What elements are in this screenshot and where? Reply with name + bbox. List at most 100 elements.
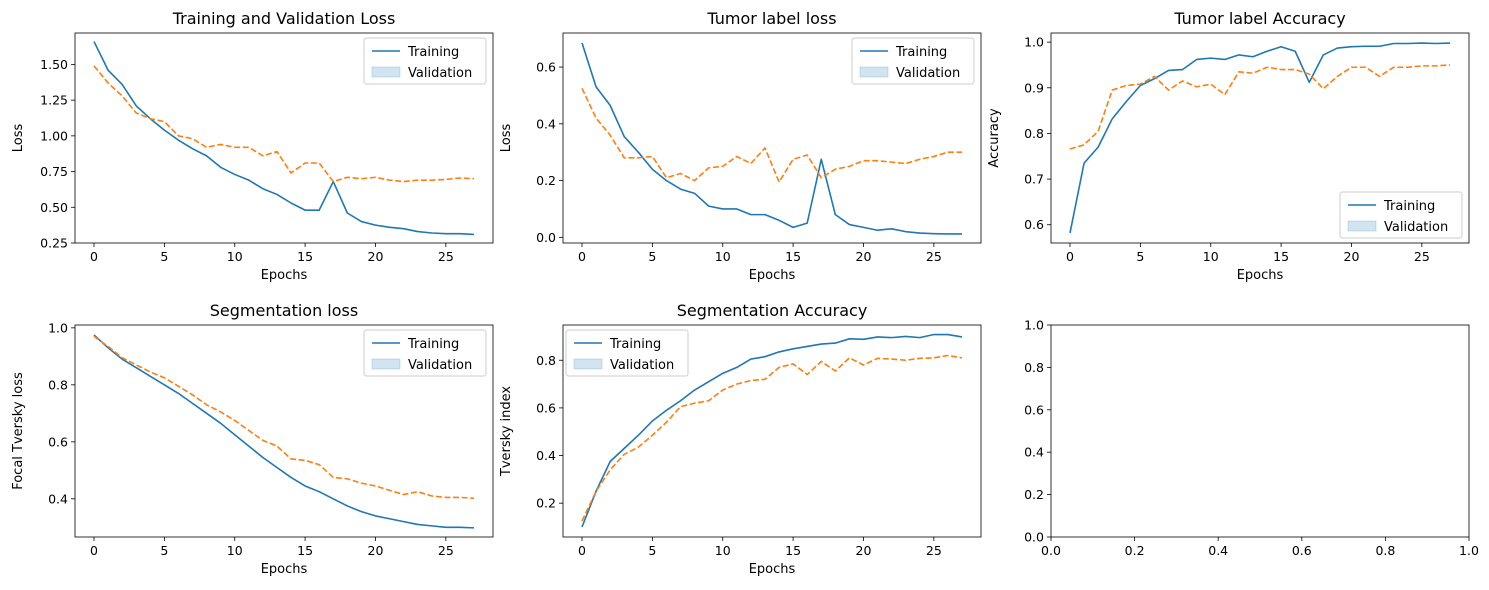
training-line (581, 333, 963, 528)
chart-panel-1: 0 5 10 15 20 25 0.25 0.50 0.75 1.00 1.25 1.50 Traini… (11, 9, 494, 283)
x-tick-label: 10 (227, 543, 243, 558)
axes-frame (74, 324, 494, 538)
y-tick-label: 0.6 (536, 60, 556, 75)
legend: Training Validation (565, 329, 689, 377)
x-tick-label: 25 (438, 543, 454, 558)
x-tick-label: 1.0 (1459, 543, 1479, 558)
axes-frame (74, 32, 494, 244)
y-tick-label: 1.0 (48, 320, 68, 335)
validation-line (581, 354, 963, 522)
x-tick-label: 25 (1414, 249, 1430, 264)
legend-training-label: Training (1383, 199, 1435, 214)
x-tick-label: 0 (578, 249, 586, 264)
legend-validation-handle (859, 66, 889, 78)
x-axis-label: Epochs (261, 268, 308, 283)
y-tick-label: 0.0 (536, 230, 556, 245)
y-tick-label: 0.2 (1024, 487, 1044, 502)
x-tick-label: 0 (578, 543, 586, 558)
y-tick-label: 0.6 (536, 400, 556, 415)
y-tick-label: 0.25 (40, 236, 68, 251)
y-tick-label: 0.8 (48, 377, 68, 392)
x-tick-label: 10 (715, 543, 731, 558)
x-tick-label: 20 (856, 543, 872, 558)
y-tick-label: 0.8 (1024, 360, 1044, 375)
legend-box (363, 329, 487, 377)
y-tick-label: 1.25 (40, 93, 68, 108)
y-tick-label: 0.4 (536, 116, 556, 131)
y-tick-label: 0.6 (1024, 402, 1044, 417)
validation-line (93, 335, 475, 500)
x-tick-label: 25 (926, 543, 942, 558)
x-tick-label: 20 (368, 249, 384, 264)
y-tick-label: 0.4 (1024, 445, 1044, 460)
chart-title: Segmentation Accuracy (677, 301, 868, 320)
y-tick-label: 1.00 (40, 128, 68, 143)
legend-training-label: Training (407, 45, 459, 60)
legend: Training Validation (363, 329, 487, 377)
legend-validation-label: Validation (610, 358, 674, 373)
x-tick-label: 5 (160, 249, 168, 264)
y-axis-label: Focal Tversky loss (11, 372, 26, 490)
x-tick-label: 0.2 (1125, 543, 1145, 558)
x-tick-label: 0.0 (1041, 543, 1061, 558)
y-tick-label: 1.0 (1024, 318, 1044, 333)
legend-validation-handle (1347, 220, 1377, 232)
axes-frame (562, 324, 982, 538)
x-tick-label: 0 (90, 543, 98, 558)
y-axis-label: Loss (11, 124, 26, 153)
x-tick-label: 20 (368, 543, 384, 558)
legend-box (363, 37, 487, 85)
legend: Training Validation (851, 37, 975, 85)
x-tick-label: 15 (785, 543, 801, 558)
legend-validation-label: Validation (408, 66, 472, 81)
y-tick-label: 0.0 (1024, 530, 1044, 545)
y-axis-label: Tversky index (499, 386, 514, 478)
x-tick-label: 15 (1273, 249, 1289, 264)
axes-frame (562, 32, 982, 244)
axes-frame (1050, 324, 1470, 538)
x-tick-label: 20 (1344, 249, 1360, 264)
legend-validation-label: Validation (408, 358, 472, 373)
y-tick-label: 0.2 (536, 173, 556, 188)
y-tick-label: 0.8 (536, 353, 556, 368)
y-tick-label: 0.9 (1024, 80, 1044, 95)
y-tick-label: 0.4 (536, 448, 556, 463)
chart-panel-6: 0.0 0.2 0.4 0.6 0.8 1.0 0.0 0.2 0.4 0.6 0.8 1.0 (1024, 318, 1479, 559)
chart-title: Tumor label loss (706, 9, 836, 28)
x-tick-label: 5 (1136, 249, 1144, 264)
x-axis-label: Epochs (749, 562, 796, 577)
x-tick-label: 10 (1203, 249, 1219, 264)
chart-title: Segmentation loss (210, 301, 358, 320)
x-tick-label: 25 (926, 249, 942, 264)
legend: Training Validation (1339, 191, 1463, 239)
legend: Training Validation (363, 37, 487, 85)
validation-line (1069, 64, 1451, 150)
x-axis-label: Epochs (261, 562, 308, 577)
y-tick-label: 0.7 (1024, 172, 1044, 187)
y-tick-label: 0.6 (48, 434, 68, 449)
x-tick-label: 10 (227, 249, 243, 264)
x-tick-label: 25 (438, 249, 454, 264)
y-tick-label: 0.50 (40, 200, 68, 215)
training-line (581, 42, 962, 235)
training-line (93, 41, 475, 236)
y-tick-label: 0.75 (40, 164, 68, 179)
training-line (1069, 42, 1451, 234)
axes-frame (1050, 32, 1470, 244)
x-axis-label: Epochs (749, 268, 796, 283)
legend-box (565, 329, 689, 377)
x-tick-label: 0.8 (1375, 543, 1395, 558)
legend-box (851, 37, 975, 85)
x-tick-label: 15 (297, 249, 313, 264)
x-axis-label: Epochs (1237, 268, 1284, 283)
y-axis-label: Loss (499, 124, 514, 153)
y-tick-label: 0.2 (536, 496, 556, 511)
chart-title: Training and Validation Loss (172, 9, 396, 28)
x-tick-label: 15 (785, 249, 801, 264)
x-tick-label: 0 (1066, 249, 1074, 264)
x-tick-label: 20 (856, 249, 872, 264)
y-tick-label: 0.8 (1024, 126, 1044, 141)
legend-validation-label: Validation (1384, 220, 1448, 235)
legend-training-label: Training (407, 337, 459, 352)
